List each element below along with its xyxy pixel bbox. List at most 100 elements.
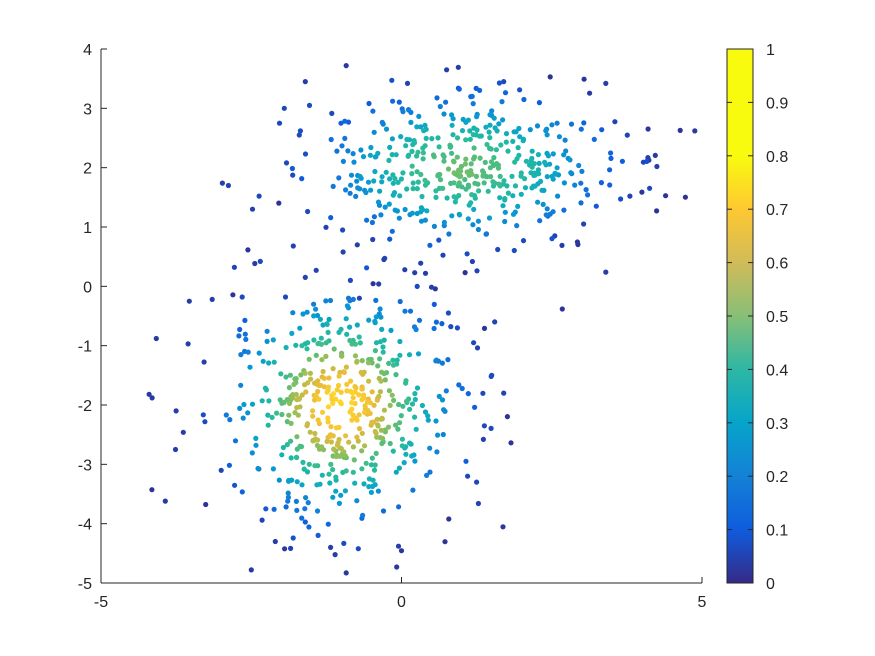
scatter-point xyxy=(218,467,224,473)
scatter-point xyxy=(517,87,523,93)
scatter-point xyxy=(503,139,509,145)
scatter-point xyxy=(494,128,500,134)
scatter-point xyxy=(301,466,307,472)
x-tick-label: 0 xyxy=(397,594,406,611)
scatter-point xyxy=(303,389,309,395)
scatter-point xyxy=(445,166,452,172)
scatter-point xyxy=(366,476,372,482)
scatter-point xyxy=(337,399,343,405)
scatter-point xyxy=(370,236,376,243)
scatter-point xyxy=(393,372,399,378)
scatter-point xyxy=(547,74,553,80)
scatter-point xyxy=(358,369,364,375)
scatter-point xyxy=(395,543,402,549)
scatter-point xyxy=(263,506,269,512)
scatter-point xyxy=(462,270,468,276)
scatter-point xyxy=(354,498,360,504)
scatter-point xyxy=(464,169,470,175)
scatter-point xyxy=(367,152,373,158)
scatter-point xyxy=(299,482,305,488)
scatter-point xyxy=(328,424,334,430)
scatter-point xyxy=(227,417,233,423)
scatter-point xyxy=(231,264,237,270)
scatter-point xyxy=(312,430,318,437)
scatter-point xyxy=(387,402,393,408)
scatter-point xyxy=(286,385,292,391)
scatter-point xyxy=(323,353,329,359)
scatter-point xyxy=(314,482,320,488)
scatter-point xyxy=(437,103,443,110)
scatter-point xyxy=(346,439,352,445)
scatter-point xyxy=(294,507,300,513)
scatter-point xyxy=(399,436,405,442)
scatter-point xyxy=(423,135,429,141)
scatter-point xyxy=(357,340,363,346)
scatter-point xyxy=(451,170,457,176)
scatter-point xyxy=(306,461,312,467)
scatter-point xyxy=(340,227,346,233)
scatter-point xyxy=(443,388,449,394)
scatter-point xyxy=(413,426,419,432)
scatter-point xyxy=(578,200,584,206)
x-tick-label: 5 xyxy=(698,594,707,611)
scatter-point xyxy=(645,126,651,132)
scatter-point xyxy=(389,228,395,234)
scatter-point xyxy=(440,185,446,191)
scatter-point xyxy=(371,214,377,220)
scatter-point xyxy=(320,368,326,375)
scatter-point xyxy=(449,213,455,219)
scatter-point xyxy=(473,173,479,179)
scatter-point xyxy=(529,148,535,154)
colorbar-tick-label: 0.7 xyxy=(766,202,788,219)
scatter-point xyxy=(330,467,336,473)
scatter-point xyxy=(266,360,272,366)
scatter-point xyxy=(444,195,450,201)
scatter-point xyxy=(342,488,348,494)
scatter-point xyxy=(387,176,393,182)
scatter-point xyxy=(314,312,321,319)
scatter-point xyxy=(469,171,475,177)
scatter-point xyxy=(350,395,356,401)
scatter-point xyxy=(253,442,259,448)
scatter-point xyxy=(550,151,556,157)
scatter-point xyxy=(480,390,486,396)
scatter-point xyxy=(428,284,435,290)
scatter-point xyxy=(265,422,271,428)
scatter-point xyxy=(333,474,339,480)
colorbar-tick-label: 0.5 xyxy=(766,309,788,326)
scatter-point xyxy=(415,351,422,357)
scatter-point xyxy=(354,359,360,365)
scatter-point xyxy=(486,215,493,221)
scatter-point xyxy=(293,498,299,504)
scatter-point xyxy=(535,152,542,158)
scatter-point xyxy=(520,238,527,244)
scatter-point xyxy=(350,444,356,450)
scatter-point xyxy=(238,352,244,358)
scatter-point xyxy=(399,443,405,449)
scatter-point xyxy=(462,161,468,167)
scatter-point xyxy=(328,439,334,445)
scatter-point xyxy=(330,391,337,397)
scatter-point xyxy=(390,172,396,178)
scatter-point xyxy=(535,199,541,205)
scatter-point xyxy=(364,217,370,223)
scatter-point xyxy=(203,501,209,508)
scatter-point xyxy=(544,174,550,180)
y-tick-label: 1 xyxy=(83,220,92,237)
scatter-point xyxy=(599,127,605,133)
scatter-point xyxy=(409,163,415,169)
scatter-point xyxy=(325,521,331,527)
scatter-point xyxy=(390,357,396,363)
scatter-point xyxy=(361,481,367,487)
scatter-point xyxy=(497,195,503,201)
scatter-point xyxy=(380,121,386,127)
scatter-point xyxy=(449,150,455,156)
scatter-point xyxy=(242,331,248,337)
scatter-point xyxy=(398,134,404,140)
scatter-point xyxy=(352,353,359,359)
scatter-point xyxy=(415,149,421,155)
scatter-point xyxy=(464,251,470,257)
scatter-point xyxy=(247,364,253,370)
scatter-point xyxy=(314,508,321,514)
